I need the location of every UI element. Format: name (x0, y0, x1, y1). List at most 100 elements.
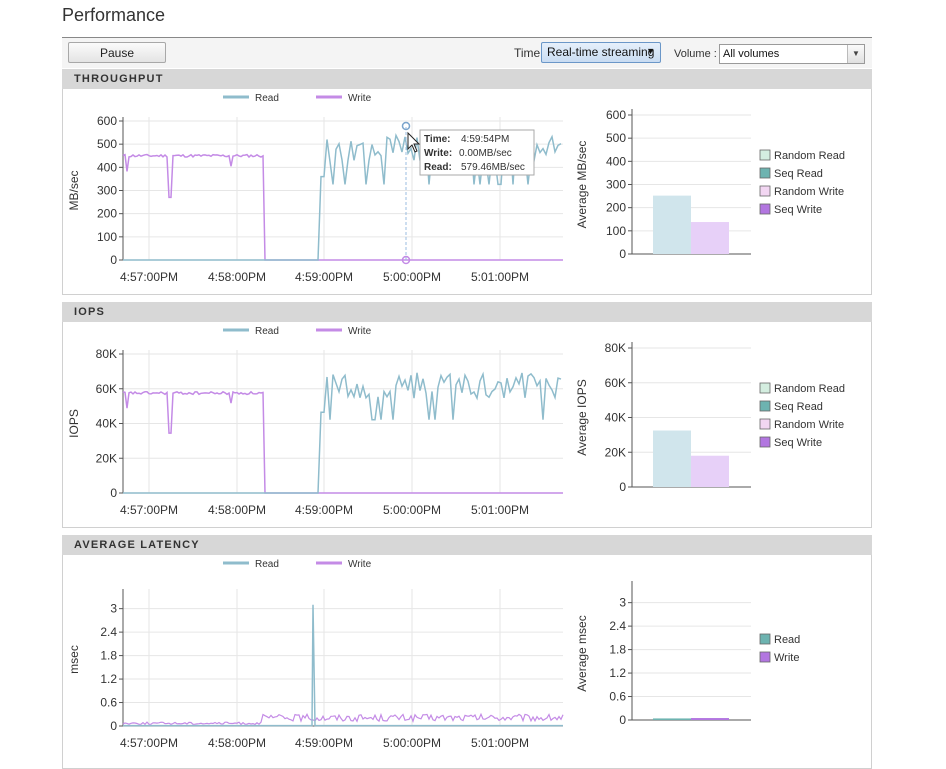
bar-y-axis-label: Average msec (575, 615, 589, 691)
throughput-header: THROUGHPUT (62, 69, 872, 89)
tooltip-time-label: Time: (424, 134, 451, 145)
y-tick-label: 40K (96, 417, 117, 431)
hover-marker-write (401, 255, 411, 265)
bar-write (691, 718, 729, 720)
bar-legend-label: Random Read (774, 383, 845, 395)
tooltip-box (419, 129, 535, 176)
bar-y-tick-label: 0 (619, 713, 626, 727)
series-write-line (122, 390, 563, 494)
legend-label-read: Read (255, 326, 279, 337)
bar-legend-swatch (759, 651, 771, 663)
series-write-line (122, 712, 564, 726)
x-tick-label: 5:00:00PM (383, 736, 441, 750)
bar-y-tick-label: 400 (606, 154, 626, 168)
bar-legend-swatch (759, 382, 771, 394)
bar-legend-swatch (759, 203, 771, 215)
series-read-line (123, 371, 562, 494)
bar-write (691, 455, 729, 487)
x-tick-label: 5:01:00PM (471, 736, 529, 750)
y-tick-label: 80K (96, 347, 117, 361)
bar-y-tick-label: 0.6 (609, 690, 626, 704)
page-title: Performance (62, 5, 166, 25)
volume-dropdown[interactable]: All volumes ▼ (719, 44, 865, 64)
bar-legend-label: Random Write (774, 419, 844, 431)
bar-legend-swatch (759, 149, 771, 161)
x-tick-label: 5:01:00PM (471, 503, 529, 517)
y-tick-label: 1.8 (100, 649, 117, 663)
x-tick-label: 5:00:00PM (383, 270, 441, 284)
bar-write (691, 222, 729, 254)
tooltip-read-label: Read: (424, 162, 452, 173)
x-tick-label: 4:59:00PM (295, 503, 353, 517)
legend-label-write: Write (348, 559, 372, 570)
bar-y-tick-label: 3 (619, 596, 626, 610)
y-tick-label: 500 (97, 137, 117, 151)
tooltip-write-value: 0.00MB/sec (459, 148, 512, 159)
iops-header: IOPS (62, 302, 872, 322)
iops-panel: Read Write 80K 60K 40K 20K 0 4:57:00PM 4:58:00PM… (62, 322, 872, 528)
legend-label-read: Read (255, 559, 279, 570)
mouse-cursor-icon (407, 131, 421, 153)
x-tick-label: 4:57:00PM (120, 270, 178, 284)
legend-label-write: Write (348, 93, 372, 104)
bar-legend-label: Random Read (774, 150, 845, 162)
series-read-line (123, 132, 562, 261)
x-tick-label: 4:58:00PM (208, 270, 266, 284)
bar-y-tick-label: 500 (606, 131, 626, 145)
y-axis-label: MB/sec (67, 170, 81, 210)
bar-y-tick-label: 40K (605, 411, 626, 425)
y-tick-label: 400 (97, 160, 117, 174)
volume-dropdown-value: All volumes (723, 48, 780, 60)
legend-label-read: Read (255, 93, 279, 104)
x-tick-label: 4:57:00PM (120, 736, 178, 750)
y-tick-label: 200 (97, 207, 117, 221)
bar-legend-label: Seq Read (774, 168, 823, 180)
bar-y-tick-label: 1.2 (609, 666, 626, 680)
y-tick-label: 0 (110, 486, 117, 500)
x-tick-label: 4:57:00PM (120, 503, 178, 517)
x-tick-label: 4:58:00PM (208, 503, 266, 517)
tooltip-write-label: Write: (424, 148, 452, 159)
hover-marker-read (401, 121, 411, 131)
bar-y-axis-label: Average IOPS (575, 379, 589, 456)
series-write-line (122, 153, 563, 261)
y-tick-label: 0.6 (100, 696, 117, 710)
bar-legend-label: Random Write (774, 186, 844, 198)
toolbar: Pause Time Real-time streaming ▼ Volume … (62, 37, 872, 68)
x-tick-label: 4:59:00PM (295, 270, 353, 284)
bar-y-axis-label: Average MB/sec (575, 141, 589, 229)
bar-legend-swatch (759, 418, 771, 430)
bar-read (653, 195, 691, 254)
x-tick-label: 5:01:00PM (471, 270, 529, 284)
throughput-panel: Read Write 600 500 400 300 200 100 0 4:57:00PM 4:5… (62, 89, 872, 295)
bar-y-tick-label: 2.4 (609, 619, 626, 633)
y-tick-label: 0 (110, 253, 117, 267)
pause-button[interactable]: Pause (68, 42, 166, 63)
bar-y-tick-label: 0 (619, 480, 626, 494)
y-tick-label: 60K (96, 382, 117, 396)
time-dropdown[interactable]: Real-time streaming ▼ (541, 42, 661, 63)
bar-read (653, 718, 691, 720)
bar-y-tick-label: 600 (606, 108, 626, 122)
bar-y-tick-label: 80K (605, 341, 626, 355)
tooltip-read-value: 579.46MB/sec (461, 162, 525, 173)
latency-panel: Read Write 3 2.4 1.8 1.2 0.6 0 4:57:00PM 4:58:00P… (62, 555, 872, 769)
y-tick-label: 1.2 (100, 672, 117, 686)
series-read-line (123, 604, 563, 727)
legend-label-write: Write (348, 326, 372, 337)
y-tick-label: 100 (97, 230, 117, 244)
y-axis-label: msec (67, 645, 81, 674)
bar-y-tick-label: 20K (605, 445, 626, 459)
y-tick-label: 2.4 (100, 625, 117, 639)
bar-y-tick-label: 100 (606, 224, 626, 238)
time-dropdown-value: Real-time streaming (547, 45, 655, 59)
bar-legend-swatch (759, 167, 771, 179)
chevron-down-icon: ▼ (847, 45, 864, 63)
bar-legend-label: Seq Read (774, 401, 823, 413)
bar-y-tick-label: 60K (605, 376, 626, 390)
bar-y-tick-label: 1.8 (609, 643, 626, 657)
bar-legend-label: Seq Write (774, 437, 822, 449)
